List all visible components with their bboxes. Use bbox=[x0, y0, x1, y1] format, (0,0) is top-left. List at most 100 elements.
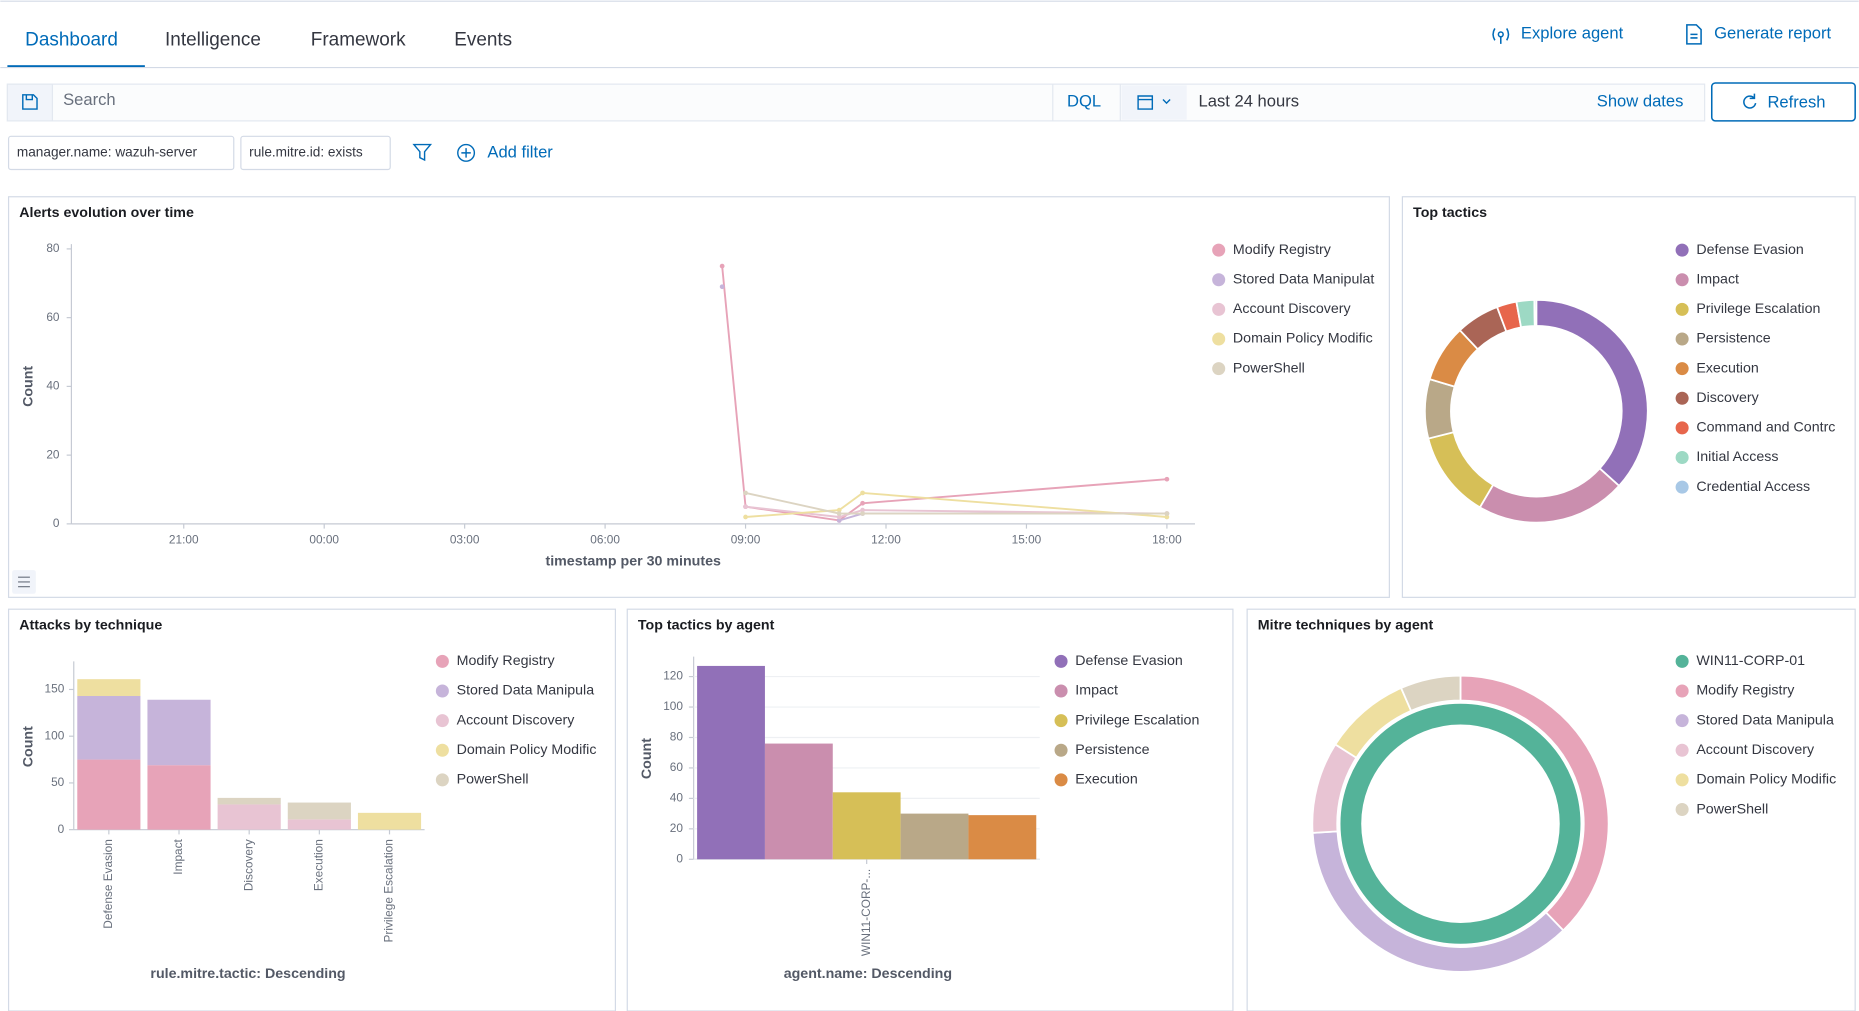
filter-pill[interactable] bbox=[7, 135, 235, 171]
save-query-button[interactable] bbox=[6, 83, 54, 122]
show-dates[interactable]: Show dates bbox=[1597, 91, 1684, 110]
legend-label: PowerShell bbox=[457, 772, 529, 788]
legend-swatch bbox=[1054, 743, 1068, 757]
legend-swatch bbox=[1675, 332, 1689, 346]
tab[interactable]: Events bbox=[454, 29, 512, 50]
legend-label: WIN11-CORP-01 bbox=[1696, 653, 1805, 669]
point bbox=[860, 500, 865, 506]
bar bbox=[900, 813, 969, 860]
legend-label: Command and Contrc bbox=[1696, 420, 1835, 436]
bar bbox=[968, 815, 1037, 860]
explore-icon bbox=[1492, 28, 1510, 44]
y-tick-label: 20 bbox=[670, 821, 684, 835]
y-tick-label: 20 bbox=[46, 447, 60, 461]
y-tick-label: 0 bbox=[58, 822, 65, 836]
point bbox=[719, 263, 725, 269]
point bbox=[836, 514, 842, 520]
tab[interactable]: Intelligence bbox=[165, 29, 261, 50]
explore-agent[interactable]: Explore agent bbox=[1521, 24, 1624, 43]
y-tick-label: 0 bbox=[53, 516, 60, 530]
legend-swatch bbox=[1675, 684, 1689, 698]
point bbox=[860, 507, 865, 513]
add-icon bbox=[457, 143, 476, 162]
point bbox=[836, 518, 842, 523]
point bbox=[719, 284, 725, 290]
filter-label[interactable]: manager.name: wazuh-server bbox=[17, 144, 198, 159]
x-tick-label: Defense Evasion bbox=[101, 839, 115, 929]
bar-segment bbox=[357, 812, 422, 830]
y-axis-title: Count bbox=[639, 738, 655, 779]
legend-label: Impact bbox=[1696, 271, 1739, 287]
legend-label: Account Discovery bbox=[457, 712, 576, 728]
tab-underline bbox=[7, 65, 145, 68]
legend-swatch bbox=[1675, 714, 1689, 728]
save-icon bbox=[22, 94, 38, 110]
legend-label: Modify Registry bbox=[1696, 683, 1795, 699]
legend-label: Execution bbox=[1696, 360, 1758, 376]
panel-title: Alerts evolution over time bbox=[19, 205, 194, 221]
legend-swatch bbox=[1675, 362, 1689, 376]
filter-icon[interactable] bbox=[412, 143, 433, 162]
legend-swatch bbox=[1675, 743, 1689, 757]
point bbox=[743, 504, 748, 510]
date-picker-button[interactable] bbox=[1121, 85, 1187, 120]
search-placeholder[interactable]: Search bbox=[63, 90, 116, 109]
filter-pill[interactable] bbox=[240, 135, 391, 171]
x-axis-title: timestamp per 30 minutes bbox=[545, 554, 721, 570]
x-tick-label: WIN11-CORP-... bbox=[859, 869, 873, 956]
refresh-icon bbox=[1743, 93, 1757, 109]
tab[interactable]: Dashboard bbox=[25, 29, 118, 50]
bar bbox=[832, 792, 901, 860]
filter-label[interactable]: rule.mitre.id: exists bbox=[249, 144, 363, 159]
legend-swatch bbox=[1212, 243, 1226, 257]
legend-swatch bbox=[1675, 802, 1689, 817]
panel-title: Attacks by technique bbox=[19, 618, 162, 634]
x-tick-label: Discovery bbox=[241, 839, 255, 891]
legend-label: Domain Policy Modific bbox=[1696, 772, 1836, 788]
legend-swatch bbox=[1675, 302, 1689, 316]
legend-swatch bbox=[435, 773, 449, 787]
panel bbox=[7, 196, 1390, 598]
refresh-label[interactable]: Refresh bbox=[1767, 92, 1825, 111]
report-icon bbox=[1686, 24, 1702, 45]
y-tick-label: 40 bbox=[46, 379, 60, 393]
bar-segment bbox=[147, 765, 211, 830]
legend-swatch bbox=[1675, 480, 1689, 494]
generate-report[interactable]: Generate report bbox=[1714, 24, 1831, 43]
legend-label: Privilege Escalation bbox=[1075, 712, 1199, 728]
time-range[interactable]: Last 24 hours bbox=[1199, 91, 1299, 110]
legend-label: Defense Evasion bbox=[1075, 653, 1183, 669]
x-axis-title: agent.name: Descending bbox=[784, 966, 952, 982]
legend-label: Persistence bbox=[1075, 742, 1149, 758]
tab[interactable]: Framework bbox=[311, 29, 406, 50]
bar-segment bbox=[287, 802, 351, 820]
y-tick-label: 80 bbox=[46, 241, 60, 255]
x-axis-title: rule.mitre.tactic: Descending bbox=[150, 966, 345, 982]
y-tick-label: 120 bbox=[663, 669, 683, 683]
x-tick-label: 00:00 bbox=[309, 533, 339, 547]
legend-swatch bbox=[1675, 421, 1689, 435]
query-language[interactable]: DQL bbox=[1067, 91, 1101, 110]
panel-title: Top tactics by agent bbox=[638, 618, 775, 634]
legend-label: Domain Policy Modific bbox=[1233, 331, 1373, 347]
bar-segment bbox=[77, 759, 141, 830]
x-tick-label: Privilege Escalation bbox=[382, 839, 396, 942]
legend-swatch bbox=[1212, 302, 1226, 316]
legend-swatch bbox=[1054, 773, 1068, 787]
add-filter[interactable]: Add filter bbox=[487, 142, 553, 161]
point bbox=[836, 511, 842, 516]
refresh-button[interactable] bbox=[1710, 82, 1856, 122]
point bbox=[1164, 476, 1170, 482]
legend-label: Discovery bbox=[1696, 390, 1759, 406]
legend-swatch bbox=[1675, 243, 1689, 257]
y-tick-label: 100 bbox=[45, 728, 65, 742]
legend-label: PowerShell bbox=[1233, 360, 1305, 376]
legend-label: PowerShell bbox=[1696, 801, 1768, 817]
legend-swatch bbox=[1212, 273, 1226, 287]
legend-swatch bbox=[1212, 332, 1226, 346]
x-tick-label: 21:00 bbox=[169, 533, 199, 547]
point bbox=[836, 507, 842, 513]
bar bbox=[764, 743, 833, 860]
legend-swatch bbox=[435, 743, 449, 757]
search-bar[interactable] bbox=[6, 83, 1706, 122]
